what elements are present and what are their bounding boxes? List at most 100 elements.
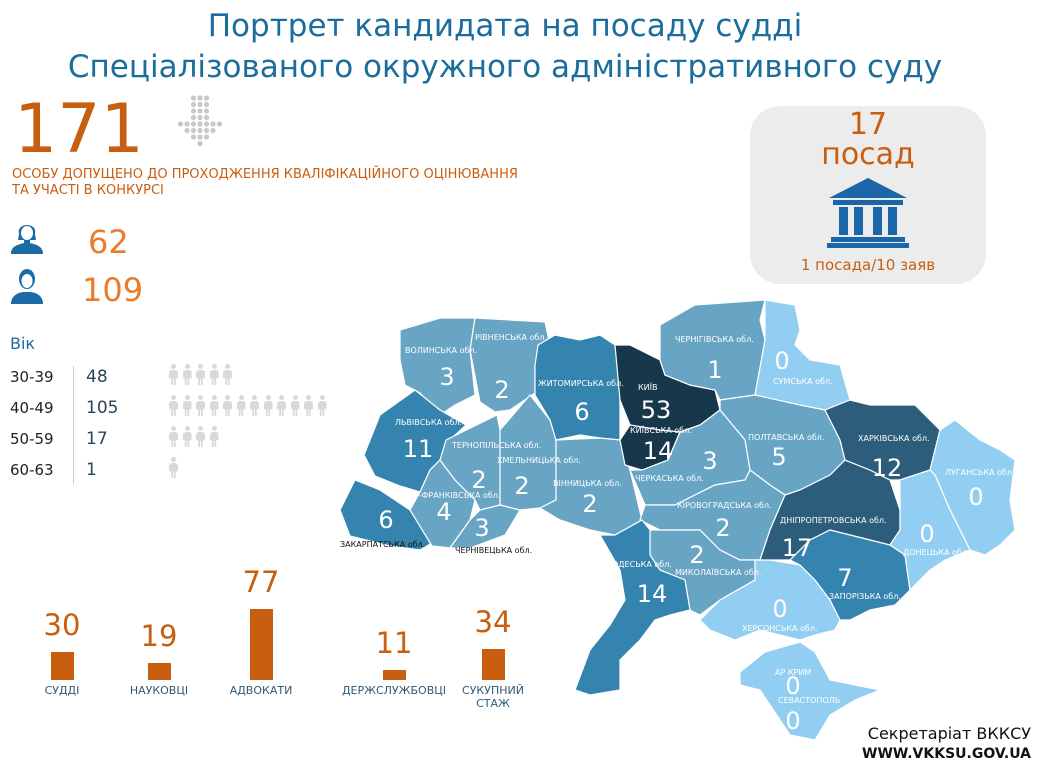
person-icon (182, 395, 193, 417)
bar (250, 609, 273, 680)
region-name-label: ІВАНО-ФРАНКІВСЬКА обл. (393, 491, 501, 500)
bar (383, 669, 406, 680)
person-icon (222, 364, 233, 386)
region-name-label: ЗАПОРІЗЬКА обл. (829, 592, 901, 601)
age-range: 60-63 (10, 461, 54, 479)
person-icon (317, 395, 328, 417)
region-value-label: 1 (707, 356, 722, 384)
page-title-line2: Спеціалізованого окружного адміністратив… (67, 49, 943, 85)
page-title-line1: Портрет кандидата на посаду судді (207, 8, 803, 44)
person-icons (168, 426, 222, 452)
region-name-label: ПОЛТАВСЬКА обл. (748, 433, 824, 442)
bar-category-label: СУКУПНИЙ СТАЖ (462, 684, 524, 710)
region-name-label: ЛУГАНСЬКА обл. (945, 468, 1015, 477)
region-value-label: 3 (702, 447, 717, 475)
person-icon (182, 426, 193, 448)
footer-org: Секретаріат ВККСУ (867, 724, 1031, 743)
male-avatar-icon (11, 269, 43, 304)
region-name-label: ВОЛИНСЬКА обл. (405, 346, 477, 355)
footer-url[interactable]: WWW.VKKSU.GOV.UA (862, 746, 1031, 762)
region-name-label: ЧЕРНІГІВСЬКА обл. (675, 335, 754, 344)
person-icon (249, 395, 260, 417)
map-region[interactable] (469, 317, 551, 413)
bar-category-label: ДЕРЖСЛУЖБОВЦІ (341, 684, 447, 697)
region-value-label: 2 (494, 376, 509, 404)
person-icon (182, 364, 193, 386)
person-icon (290, 395, 301, 417)
region-name-label: КИЇВСЬКА обл. (630, 425, 692, 435)
region-value-label: 2 (582, 490, 597, 518)
admitted-text-line1: ОСОБУ ДОПУЩЕНО ДО ПРОХОДЖЕННЯ КВАЛІФІКАЦ… (12, 167, 518, 182)
person-icon (276, 395, 287, 417)
map-region[interactable] (889, 469, 971, 592)
bar-value-label: 77 (242, 565, 280, 600)
bar (51, 652, 74, 680)
age-range: 50-59 (10, 430, 54, 448)
age-heading: Вік (10, 334, 36, 353)
female-count: 62 (88, 223, 129, 261)
region-value-label: 5 (771, 443, 786, 471)
age-row: 40-49 105 (10, 393, 330, 423)
person-icon (168, 395, 179, 417)
region-name-label: РІВНЕНСЬКА обл. (475, 333, 547, 342)
region-name-label: МИКОЛАЇВСЬКА обл. (675, 567, 761, 577)
region-name-label: ЧЕРКАСЬКА обл. (635, 474, 704, 483)
positions-label: посад (821, 137, 915, 172)
age-divider (73, 366, 74, 484)
person-icon (168, 426, 179, 448)
region-value-label: 4 (436, 498, 451, 526)
region-value-label: 3 (439, 363, 454, 391)
positions-count: 17 (848, 107, 888, 142)
positions-box: 17 посад 1 посада/10 заяв (750, 106, 986, 284)
person-icon (236, 395, 247, 417)
person-icon (209, 426, 220, 448)
map-region[interactable] (788, 529, 911, 621)
age-count: 1 (86, 460, 97, 480)
region-name-label: ХМЕЛЬНИЦЬКА обл. (497, 456, 581, 465)
region-name-label: ОДЕСЬКА обл. (612, 560, 672, 569)
bar-category-label: СУДДІ (44, 684, 80, 697)
bar-category-label: НАУКОВЦІ (129, 684, 189, 697)
region-value-label: 2 (514, 472, 529, 500)
region-value-label: 0 (919, 520, 934, 548)
map-region[interactable] (574, 519, 691, 696)
region-name-label: КІРОВОГРАДСЬКА обл. (677, 501, 772, 510)
region-value-label: 0 (785, 707, 800, 735)
female-avatar-icon (11, 225, 43, 254)
map-region[interactable] (339, 479, 433, 551)
region-value-label: 0 (774, 347, 789, 375)
map-region[interactable] (754, 299, 851, 411)
region-name-label: ЧЕРНІВЕЦЬКА обл. (455, 546, 532, 555)
region-value-label: 17 (782, 534, 813, 562)
courthouse-icon (827, 178, 909, 248)
region-value-label: 14 (643, 437, 674, 465)
region-value-label: 6 (378, 506, 393, 534)
region-value-label: 0 (968, 483, 983, 511)
region-value-label: 2 (715, 514, 730, 542)
age-row: 30-39 48 (10, 362, 236, 392)
region-name-label: ХЕРСОНСЬКА обл. (742, 624, 818, 633)
region-name-label: ЖИТОМИРСЬКА обл. (538, 379, 624, 388)
person-icons (168, 395, 330, 421)
region-name-label: АР КРИМ (775, 668, 811, 677)
age-count: 17 (86, 429, 108, 449)
region-value-label: 0 (772, 595, 787, 623)
bar (148, 662, 171, 680)
map-region[interactable] (739, 641, 883, 741)
region-name-label: ХАРКІВСЬКА обл. (858, 434, 930, 443)
person-icon (195, 426, 206, 448)
admitted-text-line2: ТА УЧАСТІ В КОНКУРСІ (12, 183, 164, 198)
bar-value-label: 30 (43, 608, 81, 643)
map-region[interactable] (399, 317, 476, 416)
admitted-count: 171 (14, 90, 144, 169)
dotted-arrow-down-icon (177, 95, 223, 147)
bar-value-label: 34 (474, 604, 512, 639)
age-range: 40-49 (10, 399, 54, 417)
bar-category-label: АДВОКАТИ (229, 684, 293, 697)
region-value-label: 2 (471, 466, 486, 494)
person-icon (263, 395, 274, 417)
positions-ratio: 1 посада/10 заяв (800, 256, 936, 274)
admitted-text: ОСОБУ ДОПУЩЕНО ДО ПРОХОДЖЕННЯ КВАЛІФІКАЦ… (12, 167, 518, 199)
region-name-label: ДОНЕЦЬКА обл. (903, 548, 970, 557)
